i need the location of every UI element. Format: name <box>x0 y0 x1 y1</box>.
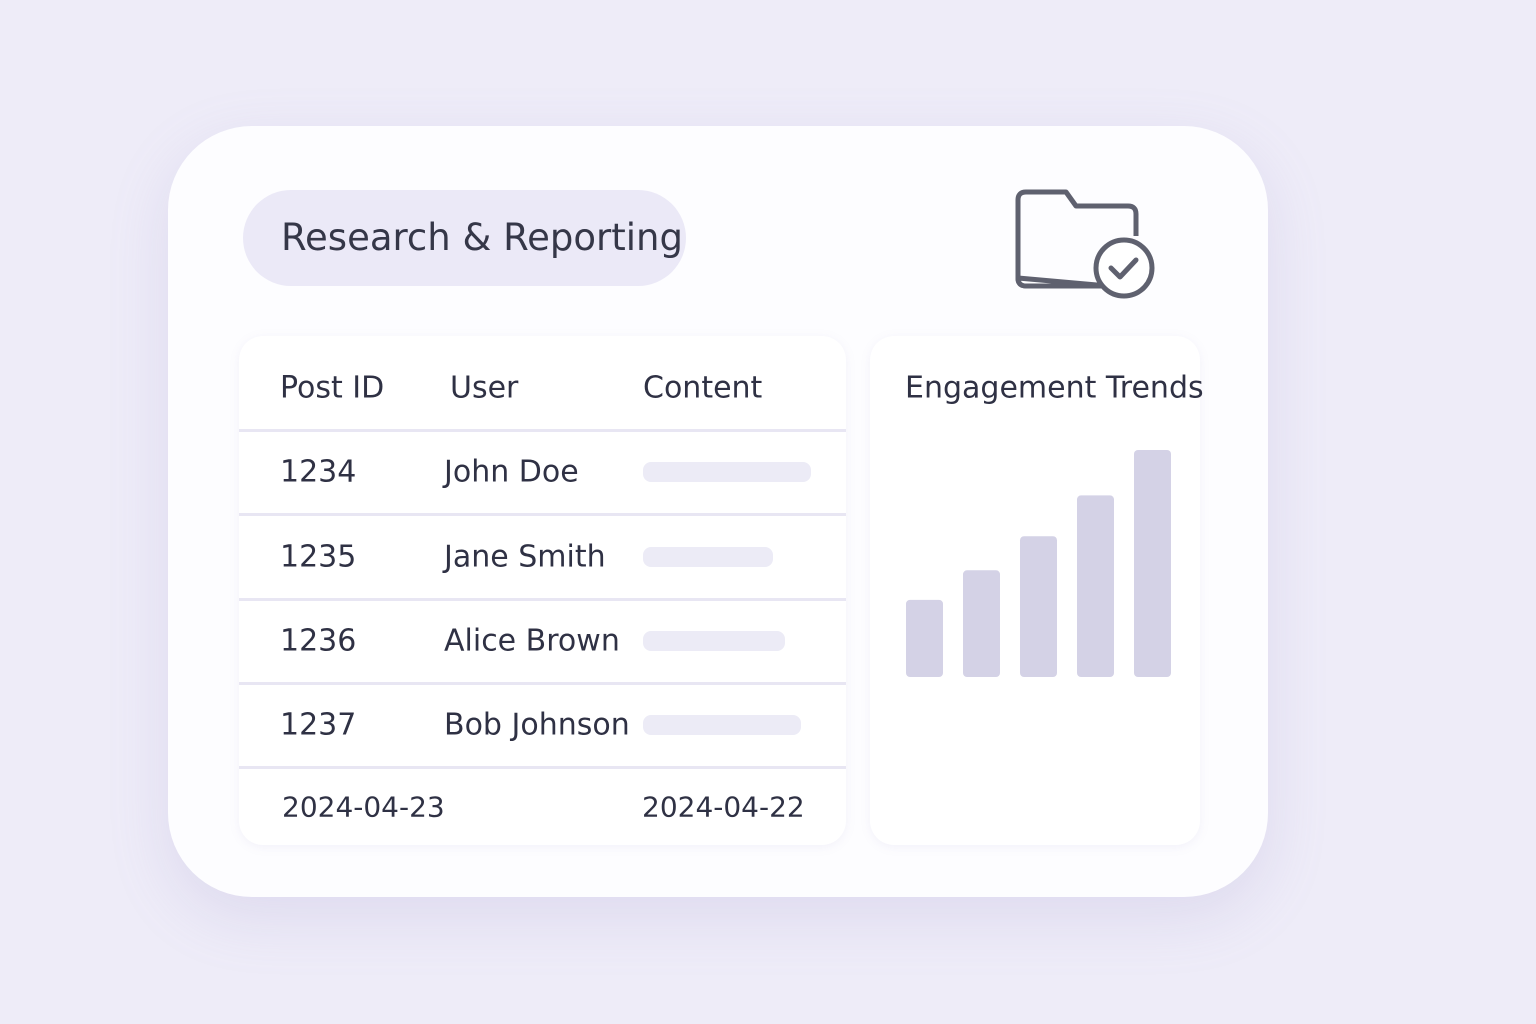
cell: Bob Johnson <box>444 707 630 743</box>
row-divider <box>239 513 846 516</box>
column-header: Content <box>643 370 763 406</box>
cell: John Doe <box>444 454 579 490</box>
table: Post ID User Content 1234 John Doe 1235 … <box>239 336 846 845</box>
bar <box>1134 450 1171 677</box>
bar <box>906 599 943 677</box>
cell: 1237 <box>280 707 357 743</box>
row-divider <box>239 766 846 769</box>
content-placeholder <box>643 631 785 651</box>
cell: 1234 <box>280 454 357 490</box>
footer-date: 2024-04-22 <box>642 790 805 824</box>
cell: 1236 <box>280 623 357 659</box>
cell: 1235 <box>280 539 357 575</box>
bar <box>1077 495 1114 677</box>
bar <box>1020 536 1057 677</box>
content-placeholder <box>643 715 801 735</box>
chart-title: Engagement Trends <box>905 370 1204 406</box>
folder-icon <box>1015 189 1155 299</box>
content-placeholder <box>643 547 773 567</box>
column-header: User <box>450 370 519 406</box>
section-title: Research & Reporting <box>243 190 686 286</box>
bar <box>963 570 1000 677</box>
row-divider <box>239 682 846 685</box>
cell: Jane Smith <box>444 539 606 575</box>
footer-date: 2024-04-23 <box>282 790 445 824</box>
cell: Alice Brown <box>444 623 620 659</box>
column-header: Post ID <box>280 370 385 406</box>
content-placeholder <box>643 462 811 482</box>
row-divider <box>239 598 846 601</box>
row-divider <box>239 429 846 432</box>
